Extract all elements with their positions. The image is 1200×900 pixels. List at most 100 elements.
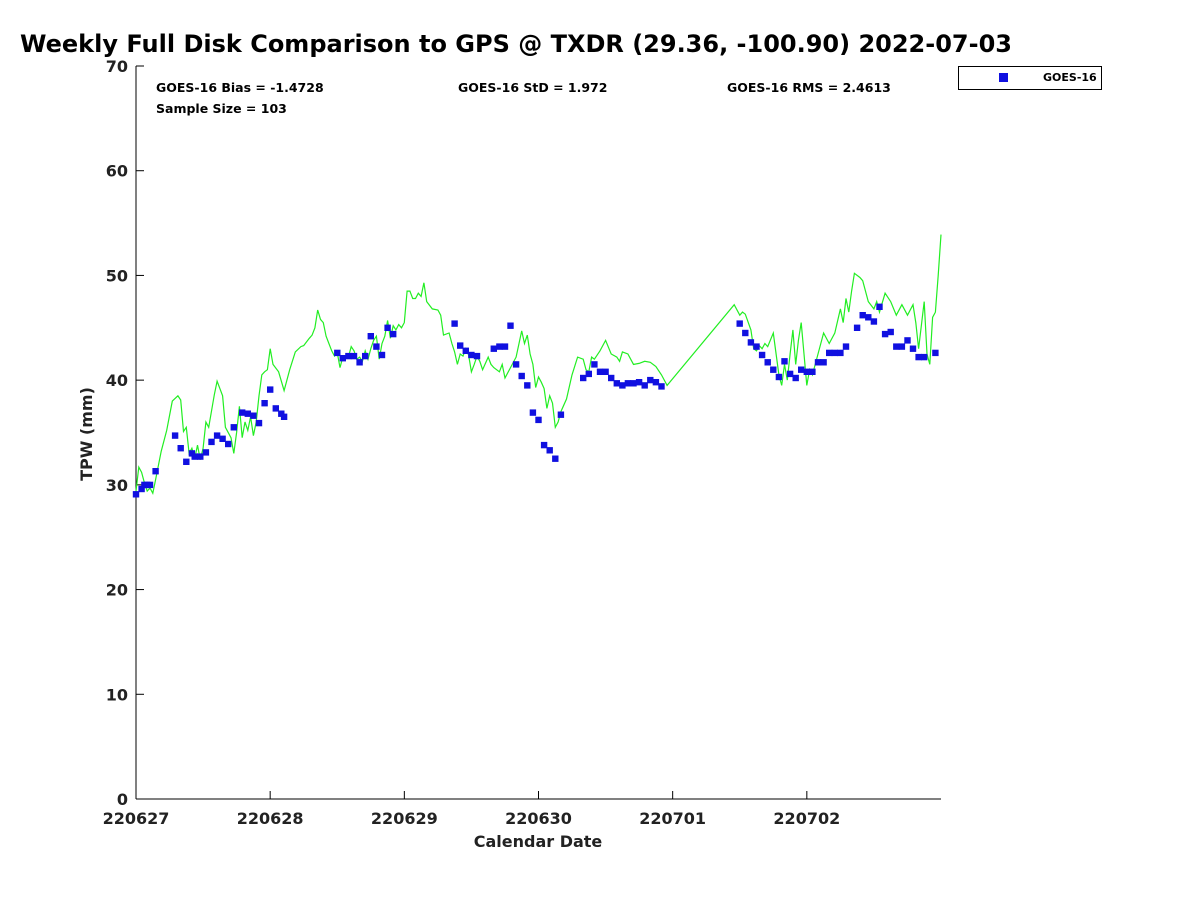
goes16-point	[138, 485, 145, 493]
goes16-point	[786, 370, 794, 378]
goes16-point	[230, 424, 237, 431]
goes16-point	[876, 303, 883, 310]
goes16-point	[904, 337, 911, 344]
goes16-point	[764, 359, 771, 366]
goes16-point	[267, 386, 274, 393]
goes16-point	[619, 382, 626, 389]
goes16-point	[870, 318, 878, 325]
y-tick-label: 20	[106, 581, 128, 600]
goes16-point	[255, 419, 263, 427]
axes: 0 10 20 30 40 50 60 70 220627 220628 220629 220630 2…	[103, 57, 941, 828]
goes16-point	[177, 445, 184, 452]
goes16-point	[820, 359, 827, 366]
goes16-point	[826, 349, 833, 357]
goes16-point	[457, 342, 464, 349]
goes16-point	[373, 343, 380, 350]
goes16-point	[496, 343, 503, 350]
x-tick-label: 220701	[639, 809, 706, 828]
goes16-point	[915, 353, 922, 361]
goes16-point	[152, 468, 159, 475]
goes16-point	[887, 328, 894, 336]
goes16-point	[202, 449, 210, 456]
goes16-point	[814, 359, 822, 366]
goes16-point	[390, 330, 397, 338]
goes16-point	[334, 349, 341, 357]
goes16-point	[837, 349, 844, 357]
goes16-point	[596, 368, 604, 375]
sample-size-stat: Sample Size = 103	[156, 101, 287, 116]
goes16-point	[770, 366, 777, 373]
goes16-point	[512, 361, 520, 368]
goes16-point	[191, 453, 198, 460]
y-tick-label: 30	[106, 476, 128, 495]
legend: GOES-16	[958, 66, 1102, 90]
rms-stat: GOES-16 RMS = 2.4613	[727, 80, 891, 95]
goes16-point	[557, 411, 565, 418]
goes16-point	[213, 432, 221, 439]
goes16-point	[736, 320, 743, 327]
goes16-point	[853, 324, 861, 331]
goes16-point	[585, 370, 592, 378]
goes16-point	[350, 352, 358, 360]
goes16-point	[345, 352, 352, 360]
goes16-point	[630, 380, 637, 387]
goes16-point	[635, 379, 643, 386]
legend-marker-goes16	[999, 73, 1008, 82]
x-tick-label: 220629	[371, 809, 438, 828]
goes16-point	[753, 343, 760, 350]
goes16-point	[529, 409, 537, 416]
goes16-point	[803, 368, 810, 375]
goes16-point	[775, 373, 783, 381]
goes16-point	[183, 458, 190, 465]
goes16-point	[244, 410, 251, 417]
goes16-point	[781, 358, 788, 365]
x-tick-label: 220702	[773, 809, 840, 828]
goes16-point-series	[132, 303, 939, 498]
x-tick-label: 220628	[237, 809, 304, 828]
goes16-point	[932, 349, 939, 357]
goes16-point	[171, 432, 179, 439]
goes16-point	[546, 447, 553, 454]
goes16-point	[272, 405, 279, 412]
goes16-point	[647, 376, 654, 384]
std-stat: GOES-16 StD = 1.972	[458, 80, 608, 95]
goes16-point	[362, 352, 369, 360]
goes16-point	[580, 374, 587, 382]
goes16-point	[261, 400, 268, 407]
goes16-point	[239, 409, 246, 416]
y-tick-label: 50	[106, 266, 128, 285]
goes16-point	[613, 380, 620, 387]
goes16-point	[798, 366, 805, 373]
goes16-point	[921, 353, 928, 361]
goes16-point	[225, 440, 232, 448]
goes16-point	[540, 441, 548, 449]
chart-title: Weekly Full Disk Comparison to GPS @ TXD…	[20, 30, 1012, 58]
goes16-point	[518, 372, 525, 380]
goes16-point	[758, 351, 766, 359]
goes16-point	[865, 314, 872, 321]
goes16-point	[831, 349, 838, 357]
goes16-point	[356, 359, 363, 366]
goes16-point	[859, 312, 866, 319]
goes16-point	[524, 382, 531, 389]
goes16-point	[591, 361, 598, 368]
goes16-point	[468, 351, 475, 359]
goes16-point	[893, 343, 900, 350]
goes16-point	[535, 416, 542, 424]
legend-label-goes16: GOES-16	[1043, 71, 1097, 84]
goes16-point	[280, 413, 288, 420]
goes16-point	[451, 320, 458, 327]
goes16-point	[898, 343, 906, 350]
x-tick-label: 220630	[505, 809, 572, 828]
goes16-point	[219, 435, 226, 442]
goes16-point	[881, 330, 889, 338]
x-tick-label: 220627	[103, 809, 170, 828]
bias-stat: GOES-16 Bias = -1.4728	[156, 80, 324, 95]
goes16-point	[652, 379, 660, 386]
goes16-point	[378, 351, 386, 359]
y-tick-label: 60	[106, 162, 128, 181]
goes16-point	[490, 345, 497, 352]
goes16-point	[384, 324, 391, 331]
goes16-point	[658, 383, 665, 390]
